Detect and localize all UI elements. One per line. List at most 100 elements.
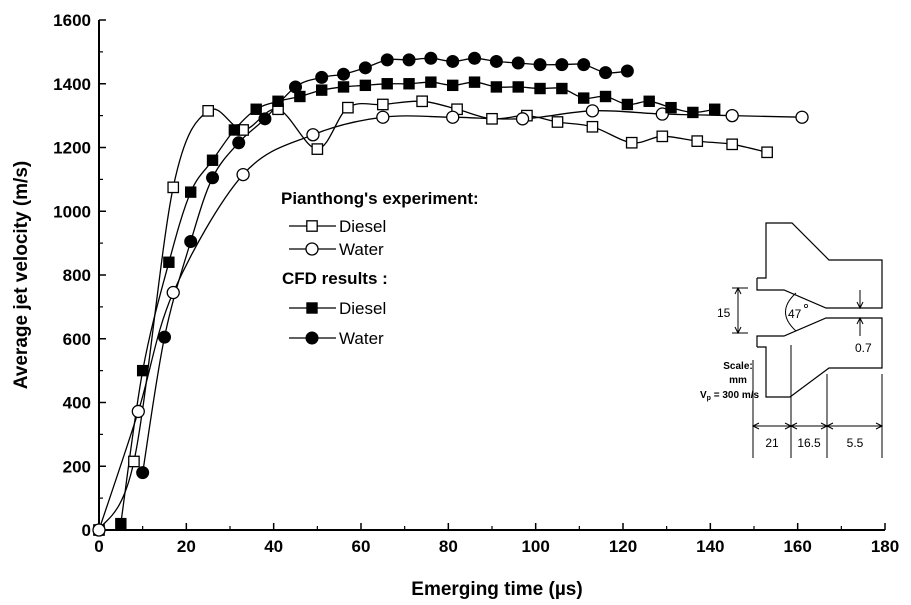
- legend-group-experiment-title: Pianthong's experiment:: [281, 189, 479, 208]
- point-cfd-results-diesel: [556, 82, 568, 95]
- point-cfd-results-diesel: [621, 98, 634, 111]
- point-cfd-results-diesel: [490, 81, 503, 93]
- point-cfd-results-diesel: [272, 95, 284, 107]
- dim-15-arrows: [734, 286, 742, 335]
- point-cfd-results-water: [315, 70, 329, 84]
- vp-subscript: p: [707, 395, 711, 402]
- point-pianthong-s-experiment-water: [655, 107, 669, 121]
- point-pianthong-s-experiment-water: [131, 404, 145, 419]
- series-line-pianthong-s-experiment-diesel: [98, 100, 768, 531]
- point-pianthong-s-experiment-water: [725, 108, 739, 123]
- x-tick-label: 180: [871, 537, 899, 556]
- point-cfd-results-water: [206, 171, 220, 185]
- point-cfd-results-diesel: [136, 364, 149, 377]
- axes: [98, 19, 886, 531]
- point-cfd-results-water: [158, 330, 171, 344]
- point-pianthong-s-experiment-water: [166, 285, 180, 300]
- length-5-5-label: 5.5: [847, 436, 864, 450]
- point-pianthong-s-experiment-diesel: [311, 143, 324, 155]
- point-pianthong-s-experiment-diesel: [551, 116, 564, 128]
- x-axis-label: Emerging time (µs): [411, 579, 582, 600]
- legend-items: Diesel Water Diesel Water: [289, 217, 386, 348]
- fitted-curves: [98, 57, 803, 531]
- legend-label: Water: [339, 329, 384, 348]
- legend-marker: [306, 302, 318, 314]
- point-cfd-results-water: [533, 58, 547, 72]
- nozzle-geometry-inset: 15 47 0.7 21 16.5 5.5 Scale: mm Vp = 300…: [700, 222, 884, 458]
- x-tick-label: 140: [696, 537, 724, 556]
- point-cfd-results-diesel: [381, 78, 393, 90]
- point-cfd-results-diesel: [316, 84, 328, 96]
- point-cfd-results-water: [337, 67, 351, 81]
- legend-label: Diesel: [339, 217, 386, 236]
- x-tick-label: 120: [609, 537, 637, 556]
- nozzle-outline-bottom: [756, 317, 883, 398]
- dim-15-label: 15: [717, 306, 731, 320]
- legend-item-cfd-results-water: Water: [289, 329, 384, 348]
- x-tick-label: 40: [264, 537, 283, 556]
- point-cfd-results-water: [232, 136, 246, 150]
- point-pianthong-s-experiment-diesel: [691, 135, 704, 147]
- point-cfd-results-diesel: [359, 79, 372, 92]
- point-cfd-results-diesel: [228, 124, 241, 136]
- point-cfd-results-diesel: [709, 103, 721, 115]
- point-cfd-results-water: [136, 466, 150, 480]
- point-cfd-results-water: [620, 64, 634, 78]
- point-pianthong-s-experiment-diesel: [486, 112, 498, 125]
- point-pianthong-s-experiment-water: [236, 167, 250, 182]
- point-pianthong-s-experiment-diesel: [761, 146, 773, 159]
- vp-symbol: V: [700, 390, 707, 401]
- point-cfd-results-diesel: [643, 95, 655, 107]
- y-tick-label: 1000: [53, 202, 91, 221]
- point-cfd-results-diesel: [250, 103, 262, 115]
- point-cfd-results-water: [402, 53, 416, 67]
- point-cfd-results-water: [289, 80, 302, 94]
- data-markers: [92, 51, 809, 537]
- y-tick-label: 1600: [53, 11, 91, 30]
- legend-marker: [305, 242, 319, 256]
- x-tick-label: 100: [521, 537, 549, 556]
- point-pianthong-s-experiment-water: [92, 523, 106, 537]
- y-tick-label: 400: [63, 394, 91, 413]
- y-tick-label: 600: [63, 330, 91, 349]
- point-pianthong-s-experiment-diesel: [416, 95, 428, 108]
- point-pianthong-s-experiment-diesel: [342, 101, 354, 114]
- point-cfd-results-diesel: [425, 76, 437, 88]
- legend-item-cfd-results-diesel: Diesel: [289, 299, 386, 318]
- point-cfd-results-diesel: [468, 76, 481, 88]
- point-pianthong-s-experiment-diesel: [202, 104, 215, 117]
- point-cfd-results-diesel: [534, 82, 546, 95]
- vp-value: = 300 m/s: [711, 390, 760, 401]
- point-cfd-results-water: [184, 235, 198, 249]
- y-tick-label: 1200: [53, 139, 91, 158]
- point-cfd-results-water: [577, 58, 591, 72]
- legend-item-pianthong-s-experiment-diesel: Diesel: [289, 217, 386, 236]
- point-cfd-results-water: [555, 58, 569, 72]
- legend-label: Diesel: [339, 299, 386, 318]
- legend-group-cfd-title: CFD results :: [282, 269, 388, 288]
- tick-labels: 0 20 40 60 80 100 120 140 160 180 0 200 400 600 800 100…: [53, 11, 899, 556]
- legend-marker: [306, 220, 318, 232]
- point-cfd-results-water: [380, 53, 394, 67]
- point-cfd-results-water: [424, 51, 438, 65]
- point-cfd-results-diesel: [578, 92, 590, 104]
- point-cfd-results-diesel: [206, 154, 219, 166]
- x-tick-label: 20: [177, 537, 196, 556]
- point-cfd-results-water: [599, 66, 613, 80]
- scale-label: Scale:: [723, 361, 752, 372]
- legend-item-pianthong-s-experiment-water: Water: [289, 240, 384, 259]
- point-pianthong-s-experiment-diesel: [586, 120, 599, 133]
- point-pianthong-s-experiment-diesel: [625, 136, 638, 149]
- point-pianthong-s-experiment-water: [585, 104, 600, 118]
- scale-unit: mm: [729, 375, 747, 386]
- legend-label: Water: [339, 240, 384, 259]
- y-tick-label: 1400: [53, 75, 91, 94]
- point-cfd-results-water: [511, 56, 525, 70]
- point-cfd-results-diesel: [185, 186, 197, 198]
- point-pianthong-s-experiment-water: [376, 110, 390, 124]
- point-pianthong-s-experiment-diesel: [167, 181, 180, 194]
- point-cfd-results-diesel: [687, 106, 699, 119]
- angle-arc: [785, 292, 797, 332]
- point-pianthong-s-experiment-diesel: [128, 455, 140, 468]
